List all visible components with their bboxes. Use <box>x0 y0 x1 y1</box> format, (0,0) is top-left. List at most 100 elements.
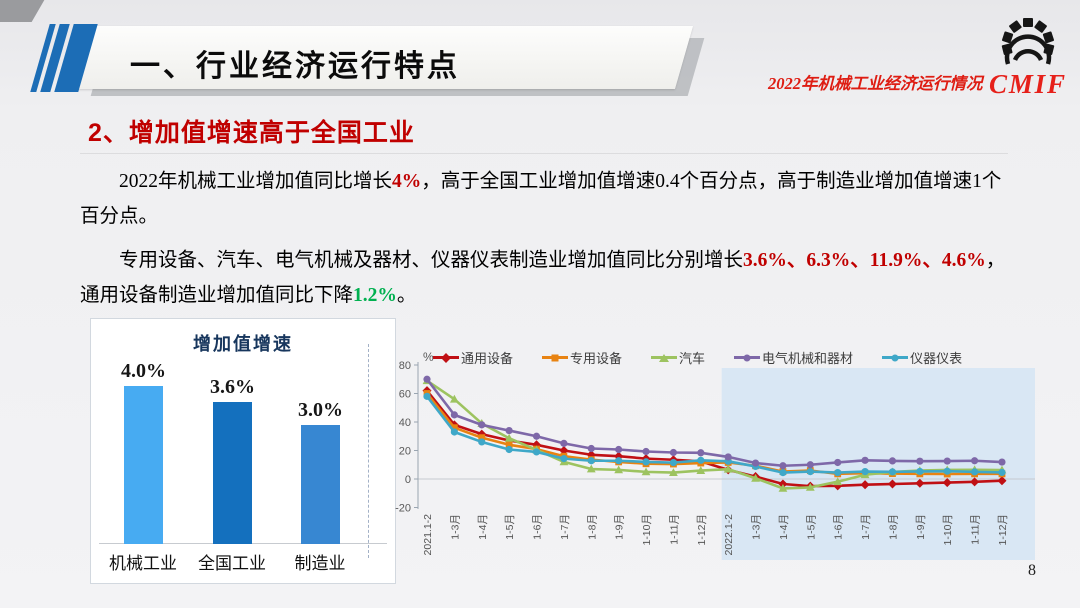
data-point-marker <box>916 467 924 476</box>
text-segment: 。 <box>396 285 417 307</box>
y-axis-tick-label: -20 <box>395 503 411 515</box>
bar-全国工业: 3.6% <box>210 376 255 544</box>
data-point-marker <box>806 467 814 476</box>
data-point-marker <box>834 458 842 467</box>
bar-value-label: 4.0% <box>121 360 166 382</box>
bar-chart-categories: 机械工业 全国工业 制造业 <box>91 549 395 575</box>
legend-item-仪器仪表: 仪器仪表 <box>882 348 962 367</box>
logo-text: CMIF <box>989 69 1067 99</box>
data-point-marker <box>505 441 513 449</box>
slide-title: 一、行业经济运行特点 <box>130 50 460 83</box>
x-axis-tick-label: 1-5月 <box>504 514 516 540</box>
y-axis-tick-label: 80 <box>399 360 411 372</box>
paragraph-2: 专用设备、汽车、电气机械及器材、仪器仪表制造业增加值同比分别增长3.6%、6.3… <box>80 244 1012 313</box>
bar-chart-panel: 增加值增速 4.0% 3.6% 3.0% 机械工业 全国工业 制造业 <box>90 318 396 584</box>
x-axis-tick-label: 1-12月 <box>997 514 1009 546</box>
bar-chart-plot: 4.0% 3.6% 3.0% <box>91 349 395 544</box>
data-point-marker <box>615 445 623 454</box>
data-point-marker <box>478 438 486 446</box>
legend-label: 汽车 <box>679 351 706 366</box>
bar-制造业: 3.0% <box>298 399 343 544</box>
data-point-marker <box>723 464 733 473</box>
bar-rect <box>124 386 163 544</box>
legend-item-电气机械和器材: 电气机械和器材 <box>734 348 853 367</box>
data-point-marker <box>888 457 897 465</box>
data-point-marker <box>669 468 678 476</box>
x-axis-tick-label: 1-8月 <box>586 514 598 540</box>
bar-chart-title: 增加值增速 <box>193 334 293 354</box>
x-axis-tick-label: 2022.1-2 <box>723 514 735 556</box>
data-point-marker <box>779 468 787 477</box>
data-point-marker <box>587 457 595 465</box>
data-point-marker <box>450 428 458 436</box>
chart-divider-dashed-line <box>368 344 369 558</box>
data-point-marker <box>450 411 458 419</box>
gear-icon: CMIF <box>989 18 1067 99</box>
data-point-marker <box>833 477 843 486</box>
series-line-专用设备 <box>425 392 1002 476</box>
data-point-marker <box>861 456 869 464</box>
series-line-仪器仪表 <box>425 395 1003 474</box>
data-point-marker <box>805 483 815 491</box>
y-axis-tick-label: 60 <box>399 389 411 401</box>
legend-item-通用设备: 通用设备 <box>433 348 513 367</box>
legend-item-专用设备: 专用设备 <box>542 348 622 367</box>
data-point-marker <box>669 448 678 457</box>
data-point-marker <box>560 439 568 447</box>
data-point-marker <box>943 457 951 465</box>
bar-value-label: 3.6% <box>210 376 255 398</box>
data-point-marker <box>751 473 760 482</box>
data-point-marker <box>779 462 787 470</box>
paragraph-1: 2022年机械工业增加值同比增长4%，高于全国工业增加值增速0.4个百分点，高于… <box>80 165 1012 234</box>
line-chart-legend: 通用设备 专用设备 汽车 电气机械和器材 仪器仪表 <box>433 348 962 367</box>
data-point-marker <box>751 459 760 467</box>
data-point-marker <box>559 445 569 456</box>
x-axis-tick-label: 1-12月 <box>696 514 708 546</box>
legend-label: 仪器仪表 <box>910 351 963 366</box>
data-point-marker <box>532 432 541 440</box>
bar-category-label: 机械工业 <box>109 554 177 573</box>
legend-item-汽车: 汽车 <box>651 348 705 367</box>
data-point-marker <box>970 477 980 487</box>
bar-category-label: 制造业 <box>294 554 346 573</box>
data-point-marker <box>478 434 486 442</box>
data-point-marker <box>423 375 431 383</box>
x-axis-tick-label: 2021.1-2 <box>422 514 434 556</box>
report-subtitle: 2022年机械工业经济运行情况 <box>768 74 983 93</box>
data-point-marker <box>834 468 842 477</box>
data-point-marker <box>971 468 979 476</box>
data-point-marker <box>615 457 623 465</box>
cmif-logo: CMIF <box>986 10 1070 102</box>
bar-rect <box>213 402 252 544</box>
page-number: 8 <box>1028 562 1036 579</box>
section-divider <box>80 153 1008 154</box>
x-axis-tick-label: 1-6月 <box>532 514 544 540</box>
data-point-marker <box>724 453 732 461</box>
x-axis-tick-label: 1-3月 <box>449 514 461 540</box>
data-point-marker <box>641 467 651 476</box>
data-point-marker <box>696 466 706 474</box>
text-segment: ，通用设备制造业增加值同比下降 <box>80 250 1006 307</box>
series-line-电气机械和器材 <box>425 378 1003 468</box>
data-point-marker <box>642 447 650 456</box>
legend-marker-circle-icon <box>882 354 909 361</box>
legend-label: 专用设备 <box>570 351 623 366</box>
data-point-marker <box>505 445 513 454</box>
body-text: 2022年机械工业增加值同比增长4%，高于全国工业增加值增速0.4个百分点，高于… <box>80 165 1012 324</box>
data-point-marker <box>560 455 568 463</box>
legend-marker-diamond-icon <box>433 352 459 363</box>
bar-value-label: 3.0% <box>298 399 343 421</box>
data-point-marker <box>449 394 459 403</box>
data-point-marker <box>697 456 705 464</box>
x-axis-tick-label: 1-7月 <box>559 514 571 540</box>
data-point-marker <box>888 468 897 476</box>
data-point-marker <box>942 478 952 488</box>
data-point-marker <box>943 467 951 475</box>
x-axis-tick-label: 1-4月 <box>778 514 790 540</box>
data-point-marker <box>532 448 541 456</box>
data-point-marker <box>697 449 705 457</box>
data-point-marker <box>642 458 650 466</box>
data-point-marker <box>423 392 431 400</box>
bar-category-label: 全国工业 <box>198 554 266 573</box>
gear-teeth <box>1001 18 1055 55</box>
